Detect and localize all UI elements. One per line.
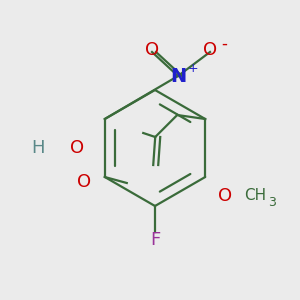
Text: O: O [145, 41, 159, 59]
Text: -: - [221, 35, 227, 53]
Text: CH: CH [244, 188, 266, 203]
Text: O: O [70, 139, 84, 157]
Text: O: O [218, 187, 232, 205]
Text: 3: 3 [268, 196, 276, 208]
Text: O: O [203, 41, 217, 59]
Text: N: N [170, 67, 186, 85]
Text: H: H [31, 139, 45, 157]
Text: O: O [77, 173, 91, 191]
Text: F: F [150, 231, 160, 249]
Text: +: + [188, 61, 198, 74]
